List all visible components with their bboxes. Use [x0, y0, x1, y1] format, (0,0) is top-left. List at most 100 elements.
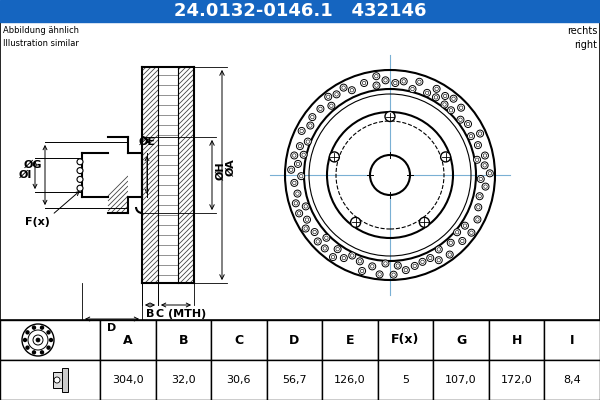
Text: rechts
right: rechts right [566, 26, 597, 50]
Circle shape [446, 251, 453, 258]
Circle shape [442, 92, 449, 100]
Bar [266, 360, 322, 400]
Circle shape [77, 176, 83, 182]
Text: H: H [511, 334, 522, 346]
Circle shape [392, 80, 399, 86]
Text: 304,0: 304,0 [112, 375, 143, 385]
Circle shape [295, 160, 301, 168]
Text: I: I [570, 334, 574, 346]
Text: Abbildung ähnlich
Illustration similar: Abbildung ähnlich Illustration similar [3, 26, 79, 48]
Text: C (MTH): C (MTH) [156, 309, 206, 319]
Circle shape [47, 346, 50, 349]
Circle shape [400, 78, 407, 85]
Circle shape [36, 338, 40, 342]
Circle shape [416, 78, 423, 85]
Bar [82, 153, 108, 197]
Bar [128, 137, 142, 153]
Circle shape [447, 239, 454, 246]
Circle shape [356, 258, 364, 265]
Text: 126,0: 126,0 [334, 375, 366, 385]
Circle shape [49, 338, 53, 342]
Circle shape [292, 200, 299, 207]
Text: A: A [123, 334, 133, 346]
Circle shape [433, 85, 440, 92]
Bar [0, 360, 100, 400]
Circle shape [307, 122, 314, 129]
Circle shape [370, 155, 410, 195]
Circle shape [424, 89, 431, 96]
Circle shape [458, 104, 464, 111]
Circle shape [361, 80, 368, 86]
Circle shape [433, 94, 439, 101]
Circle shape [334, 246, 341, 253]
Bar [211, 320, 266, 360]
Circle shape [473, 156, 481, 163]
Circle shape [340, 84, 347, 91]
Bar [108, 137, 128, 213]
Circle shape [394, 262, 401, 269]
Bar [142, 67, 158, 283]
Circle shape [41, 351, 44, 354]
Text: 107,0: 107,0 [445, 375, 477, 385]
Text: 172,0: 172,0 [501, 375, 533, 385]
Circle shape [467, 133, 475, 140]
Bar [100, 360, 155, 400]
Circle shape [41, 326, 44, 329]
Circle shape [373, 73, 380, 80]
Circle shape [323, 234, 330, 241]
Bar [544, 360, 600, 400]
Circle shape [77, 168, 83, 174]
Circle shape [296, 210, 302, 217]
Circle shape [419, 217, 430, 227]
Circle shape [333, 91, 340, 98]
Text: 24.0132-0146.1   432146: 24.0132-0146.1 432146 [174, 2, 426, 20]
Circle shape [317, 105, 324, 112]
Circle shape [23, 338, 26, 342]
Circle shape [54, 377, 60, 383]
Bar [100, 320, 155, 360]
Text: 5: 5 [402, 375, 409, 385]
Bar [128, 197, 142, 213]
Circle shape [459, 238, 466, 244]
Circle shape [329, 254, 337, 260]
Circle shape [294, 190, 301, 197]
Circle shape [475, 142, 481, 149]
Bar [433, 320, 489, 360]
Text: D: D [289, 334, 299, 346]
Circle shape [464, 120, 472, 128]
Circle shape [454, 229, 461, 236]
Text: G: G [456, 334, 466, 346]
Circle shape [477, 176, 484, 182]
Circle shape [300, 151, 307, 158]
Circle shape [382, 77, 389, 84]
Circle shape [476, 130, 484, 137]
Circle shape [287, 166, 295, 173]
Circle shape [476, 193, 483, 200]
Text: ØE: ØE [139, 137, 155, 147]
Circle shape [349, 252, 356, 259]
Text: F(x): F(x) [391, 334, 420, 346]
Circle shape [325, 93, 332, 100]
Circle shape [26, 331, 29, 334]
Circle shape [482, 183, 489, 190]
Bar [378, 320, 433, 360]
Circle shape [403, 267, 409, 274]
Circle shape [77, 159, 83, 165]
Circle shape [291, 152, 298, 159]
Bar [489, 320, 544, 360]
Text: E: E [346, 334, 354, 346]
Circle shape [32, 326, 35, 329]
Bar [378, 360, 433, 400]
Circle shape [28, 330, 48, 350]
Circle shape [409, 86, 416, 92]
Bar [155, 320, 211, 360]
Circle shape [481, 152, 488, 159]
Bar [544, 320, 600, 360]
Circle shape [302, 203, 309, 210]
Circle shape [309, 114, 316, 121]
Text: 56,7: 56,7 [282, 375, 307, 385]
Circle shape [440, 152, 451, 162]
Circle shape [298, 128, 305, 134]
Circle shape [376, 271, 383, 278]
Circle shape [47, 331, 50, 334]
